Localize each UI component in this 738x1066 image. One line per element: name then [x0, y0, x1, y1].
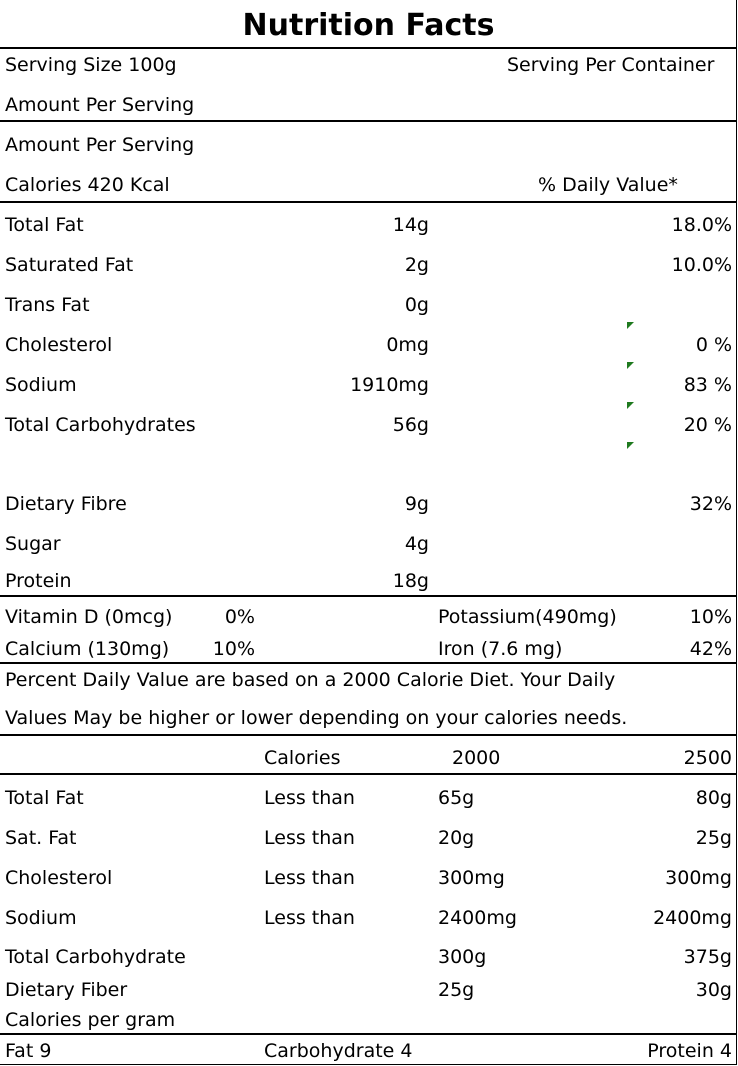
comment-marker-icon [627, 362, 634, 369]
reference-name: Sat. Fat [5, 827, 77, 849]
reference-qualifier: Less than [264, 787, 355, 809]
nutrient-daily-value: 32% [689, 493, 732, 515]
nutrient-name: Sodium [5, 374, 77, 396]
reference-value-2500: 30g [695, 979, 732, 1001]
amount-per-serving: Amount Per Serving [5, 134, 195, 156]
vitamin-name: Vitamin D (0mcg) [5, 606, 173, 628]
divider [0, 1033, 737, 1035]
nutrient-amount: 9g [404, 493, 429, 515]
mineral-name: Potassium(490mg) [438, 606, 617, 628]
reference-value-2500: 25g [695, 827, 732, 849]
daily-value-heading: % Daily Value* [538, 174, 678, 196]
reference-qualifier: Less than [264, 827, 355, 849]
nutrient-name: Trans Fat [5, 294, 90, 316]
calories: Calories 420 Kcal [5, 174, 170, 196]
vitamin-name: Calcium (130mg) [5, 638, 170, 660]
nutrient-name: Total Carbohydrates [5, 414, 196, 436]
nutrient-amount: 0mg [386, 334, 429, 356]
divider [0, 662, 737, 664]
nutrient-name: Cholesterol [5, 334, 113, 356]
mineral-percent: 42% [689, 638, 732, 660]
reference-value-2000: 300mg [438, 867, 505, 889]
reference-value-2000: 2400mg [438, 907, 517, 929]
nutrient-daily-value: 0 % [695, 334, 732, 356]
serving-per-container: Serving Per Container [507, 54, 715, 76]
reference-value-2000: 20g [438, 827, 475, 849]
comment-marker-icon [627, 402, 634, 409]
divider [0, 595, 737, 597]
reference-value-2500: 300mg [665, 867, 732, 889]
reference-value-2000: 65g [438, 787, 475, 809]
nutrient-amount: 18g [392, 570, 429, 592]
nutrient-name: Protein [5, 570, 72, 592]
nutrient-daily-value: 18.0% [671, 214, 732, 236]
nutrient-amount: 0g [404, 294, 429, 316]
reference-name: Dietary Fiber [5, 979, 128, 1001]
fat-calories-per-gram: Fat 9 [5, 1040, 52, 1062]
divider [0, 734, 737, 736]
reference-name: Total Fat [5, 787, 84, 809]
footnote-line: Values May be higher or lower depending … [5, 707, 628, 729]
nutrient-amount: 14g [392, 214, 429, 236]
divider [0, 201, 737, 203]
calories-per-gram: Calories per gram [5, 1009, 176, 1031]
nutrient-amount: 4g [404, 533, 429, 555]
reference-value-2500: 2400mg [653, 907, 732, 929]
nutrient-name: Dietary Fibre [5, 493, 127, 515]
reference-name: Cholesterol [5, 867, 113, 889]
reference-value-2500: 80g [695, 787, 732, 809]
reference-qualifier: Less than [264, 867, 355, 889]
footnote-line: Percent Daily Value are based on a 2000 … [5, 669, 616, 691]
nutrient-amount: 2g [404, 254, 429, 276]
comment-marker-icon [627, 322, 634, 329]
reference-col-2000: 2000 [452, 747, 501, 769]
divider [0, 120, 737, 122]
nutrient-amount: 56g [392, 414, 429, 436]
vitamin-percent: 0% [224, 606, 255, 628]
nutrient-daily-value: 10.0% [671, 254, 732, 276]
nutrient-name: Sugar [5, 533, 61, 555]
reference-col-2500: 2500 [683, 747, 732, 769]
reference-value-2000: 300g [438, 946, 487, 968]
divider [0, 47, 737, 49]
carbohydrate-calories-per-gram: Carbohydrate 4 [264, 1040, 413, 1062]
reference-value-2000: 25g [438, 979, 475, 1001]
vitamin-percent: 10% [212, 638, 255, 660]
nutrient-amount: 1910mg [350, 374, 429, 396]
reference-name: Total Carbohydrate [5, 946, 186, 968]
reference-name: Sodium [5, 907, 77, 929]
reference-qualifier: Less than [264, 907, 355, 929]
mineral-percent: 10% [689, 606, 732, 628]
nutrient-name: Total Fat [5, 214, 84, 236]
protein-calories-per-gram: Protein 4 [647, 1040, 732, 1062]
serving-size: Serving Size 100g [5, 54, 177, 76]
nutrient-daily-value: 83 % [683, 374, 732, 396]
mineral-name: Iron (7.6 mg) [438, 638, 563, 660]
comment-marker-icon [627, 442, 634, 449]
nutrient-name: Saturated Fat [5, 254, 134, 276]
amount-per-serving: Amount Per Serving [5, 94, 195, 116]
nutrient-daily-value: 20 % [683, 414, 732, 436]
reference-value-2500: 375g [683, 946, 732, 968]
reference-calories-heading: Calories [264, 747, 341, 769]
divider [0, 773, 737, 775]
label-title: Nutrition Facts [242, 8, 495, 43]
